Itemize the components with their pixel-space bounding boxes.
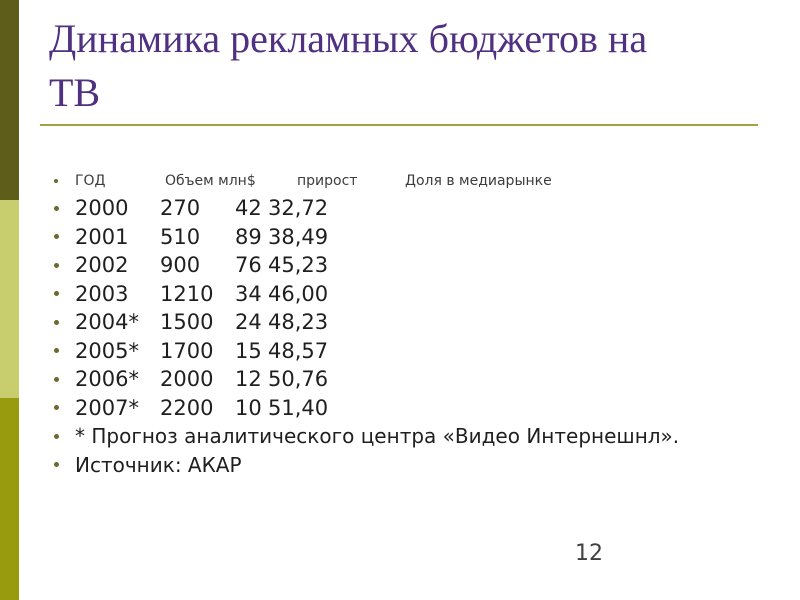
source-text: Источник: АКАР [75, 452, 242, 477]
header-year: ГОД [75, 173, 106, 189]
bullet-icon [54, 405, 59, 411]
table-row: 2007* 2200 10 51,40 [54, 394, 774, 423]
cell-share: 48,57 [268, 338, 329, 363]
cell-growth: 34 [235, 281, 262, 306]
cell-share: 45,23 [268, 253, 329, 278]
cell-year: 2002 [75, 253, 129, 278]
header-growth: прирост [297, 173, 358, 189]
cell-volume: 2000 [160, 367, 214, 392]
cell-year: 2006* [75, 367, 139, 392]
source-row: Источник: АКАР [54, 451, 774, 480]
slide-title-line-2: ТВ [49, 70, 101, 115]
accent-segment-middle [0, 200, 19, 398]
cell-growth: 15 [235, 338, 262, 363]
table-row: 2002 900 76 45,23 [54, 251, 774, 280]
table-row: 2006* 2000 12 50,76 [54, 365, 774, 394]
bullet-icon [54, 179, 58, 183]
cell-growth: 76 [235, 253, 262, 278]
table-row: 2001 510 89 38,49 [54, 223, 774, 252]
header-share: Доля в медиарынке [405, 173, 552, 189]
table-rows: 2000 270 42 32,72 2001 510 89 38,49 2002… [54, 194, 774, 422]
table-header-row: ГОД Объем млн$ прирост Доля в медиарынке [54, 168, 774, 194]
cell-growth: 12 [235, 367, 262, 392]
bullet-icon [54, 262, 59, 268]
cell-volume: 900 [160, 253, 201, 278]
bullet-icon [54, 234, 59, 240]
header-volume: Объем млн$ [165, 173, 256, 189]
cell-year: 2005* [75, 338, 139, 363]
cell-growth: 24 [235, 310, 262, 335]
cell-growth: 10 [235, 395, 262, 420]
cell-share: 32,72 [268, 196, 329, 221]
footnote-row: * Прогноз аналитического центра «Видео И… [54, 422, 774, 451]
bullet-icon [54, 376, 59, 382]
cell-volume: 510 [160, 224, 201, 249]
title-divider [40, 124, 758, 126]
table-row: 2004* 1500 24 48,23 [54, 308, 774, 337]
slide-title: Динамика рекламных бюджетов на ТВ [49, 12, 749, 120]
cell-share: 46,00 [268, 281, 329, 306]
cell-year: 2003 [75, 281, 129, 306]
cell-volume: 2200 [160, 395, 214, 420]
cell-volume: 270 [160, 196, 201, 221]
accent-segment-top [0, 0, 19, 200]
cell-share: 38,49 [268, 224, 329, 249]
cell-share: 48,23 [268, 310, 329, 335]
cell-year: 2000 [75, 196, 129, 221]
cell-share: 51,40 [268, 395, 329, 420]
bullet-icon [54, 462, 59, 468]
cell-volume: 1700 [160, 338, 214, 363]
bullet-icon [54, 319, 59, 325]
cell-growth: 89 [235, 224, 262, 249]
cell-volume: 1210 [160, 281, 214, 306]
table-row: 2005* 1700 15 48,57 [54, 337, 774, 366]
slide-title-line-1: Динамика рекламных бюджетов на [49, 16, 648, 61]
bullet-icon [54, 348, 59, 354]
cell-year: 2001 [75, 224, 129, 249]
table-row: 2003 1210 34 46,00 [54, 280, 774, 309]
footnote-text: * Прогноз аналитического центра «Видео И… [75, 424, 680, 449]
cell-growth: 42 [235, 196, 262, 221]
page-number: 12 [575, 541, 603, 566]
table-row: 2000 270 42 32,72 [54, 194, 774, 223]
cell-volume: 1500 [160, 310, 214, 335]
accent-segment-bottom [0, 398, 19, 600]
cell-year: 2004* [75, 310, 139, 335]
bullet-icon [54, 433, 59, 439]
cell-share: 50,76 [268, 367, 329, 392]
left-accent-bar [0, 0, 19, 600]
bullet-icon [54, 205, 59, 211]
cell-year: 2007* [75, 395, 139, 420]
bullet-icon [54, 291, 59, 297]
bullet-list: ГОД Объем млн$ прирост Доля в медиарынке… [54, 168, 774, 479]
